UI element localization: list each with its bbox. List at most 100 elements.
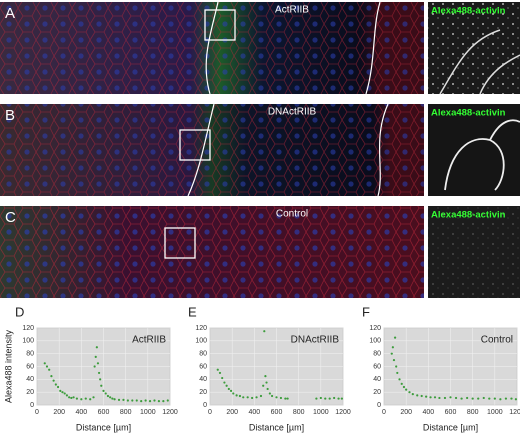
data-point (266, 387, 269, 391)
data-point (337, 397, 340, 400)
data-point (259, 394, 263, 398)
y-tick-label: 0 (203, 402, 207, 409)
data-point (157, 400, 161, 403)
panel-letter: F (362, 304, 370, 319)
data-point (263, 330, 266, 333)
data-point (45, 365, 49, 368)
data-point (95, 346, 98, 349)
x-tick-label: 1200 (509, 409, 520, 416)
data-point (89, 398, 92, 401)
data-point (221, 376, 224, 380)
data-point (420, 394, 423, 398)
data-point (499, 398, 502, 401)
data-point (166, 399, 169, 402)
data-point (504, 397, 508, 400)
data-point (514, 398, 517, 401)
data-point (84, 397, 87, 400)
y-tick-label: 40 (373, 376, 381, 383)
y-tick-label: 100 (22, 338, 34, 345)
data-point (438, 396, 441, 400)
data-point (75, 397, 78, 400)
data-point (238, 394, 242, 398)
data-point (270, 394, 274, 398)
x-tick-label: 1000 (140, 409, 156, 416)
x-tick-label: 800 (467, 409, 479, 416)
panel-title: DNActRIIB (268, 107, 317, 118)
data-point (122, 398, 125, 401)
data-point (268, 392, 271, 395)
data-point (148, 400, 152, 403)
data-point (262, 384, 265, 387)
data-point (232, 392, 235, 395)
data-point (482, 396, 485, 400)
data-point (466, 396, 469, 400)
data-point (102, 389, 105, 392)
inset (428, 104, 520, 196)
x-tick-label: 0 (35, 409, 39, 416)
y-tick-label: 40 (199, 376, 207, 383)
y-tick-label: 80 (373, 351, 381, 358)
data-point (400, 382, 403, 385)
data-point (264, 375, 267, 378)
data-point (340, 397, 343, 400)
data-point (265, 381, 268, 384)
x-tick-label: 1000 (487, 409, 503, 416)
x-tick-label: 1200 (335, 409, 351, 416)
data-point (144, 399, 147, 402)
data-point (225, 384, 228, 387)
y-tick-label: 80 (199, 351, 207, 358)
data-point (246, 396, 249, 399)
data-point (398, 378, 401, 381)
inset-texture (428, 206, 520, 298)
data-point (92, 396, 95, 399)
legend-label: DNActRIIB (291, 335, 340, 346)
cell-overlay (0, 206, 424, 298)
x-tick-label: 1200 (162, 409, 178, 416)
x-axis-label: Distance [µm] (76, 422, 131, 432)
y-tick-label: 120 (369, 325, 381, 332)
y-tick-label: 60 (26, 363, 34, 370)
data-point (48, 368, 51, 371)
data-point (396, 371, 399, 375)
data-point (59, 389, 62, 392)
data-point (111, 397, 114, 400)
x-tick-label: 600 (98, 409, 110, 416)
data-point (425, 395, 428, 398)
data-point (324, 397, 327, 400)
data-point (242, 396, 245, 399)
data-point (50, 375, 53, 378)
data-point (275, 396, 278, 399)
panel-letter: D (15, 304, 24, 319)
micrographs (0, 1, 520, 298)
data-point (433, 396, 437, 399)
data-point (493, 397, 496, 400)
data-point (227, 387, 230, 391)
data-point (56, 385, 60, 389)
boundary (377, 103, 389, 197)
data-point (460, 397, 463, 400)
y-tick-label: 100 (195, 338, 207, 345)
data-point (52, 379, 55, 382)
data-point (65, 394, 69, 397)
data-point (99, 378, 102, 381)
zoom-box (204, 9, 236, 41)
panel-letter: B (5, 107, 15, 124)
data-point (93, 365, 96, 368)
data-point (255, 396, 258, 399)
boundary (187, 103, 215, 197)
data-point (391, 346, 394, 349)
legend-label: ActRIIB (132, 335, 166, 346)
inset-label: Alexa488-activin (431, 108, 506, 119)
x-tick-label: 400 (75, 409, 87, 416)
y-tick-label: 20 (199, 389, 207, 396)
data-point (97, 371, 101, 375)
data-point (80, 398, 83, 401)
data-point (454, 396, 458, 400)
data-point (319, 396, 322, 400)
inset-texture (428, 2, 520, 94)
x-tick-label: 0 (382, 409, 386, 416)
data-point (393, 336, 397, 339)
data-point (106, 394, 110, 398)
zoom-box (164, 227, 196, 259)
